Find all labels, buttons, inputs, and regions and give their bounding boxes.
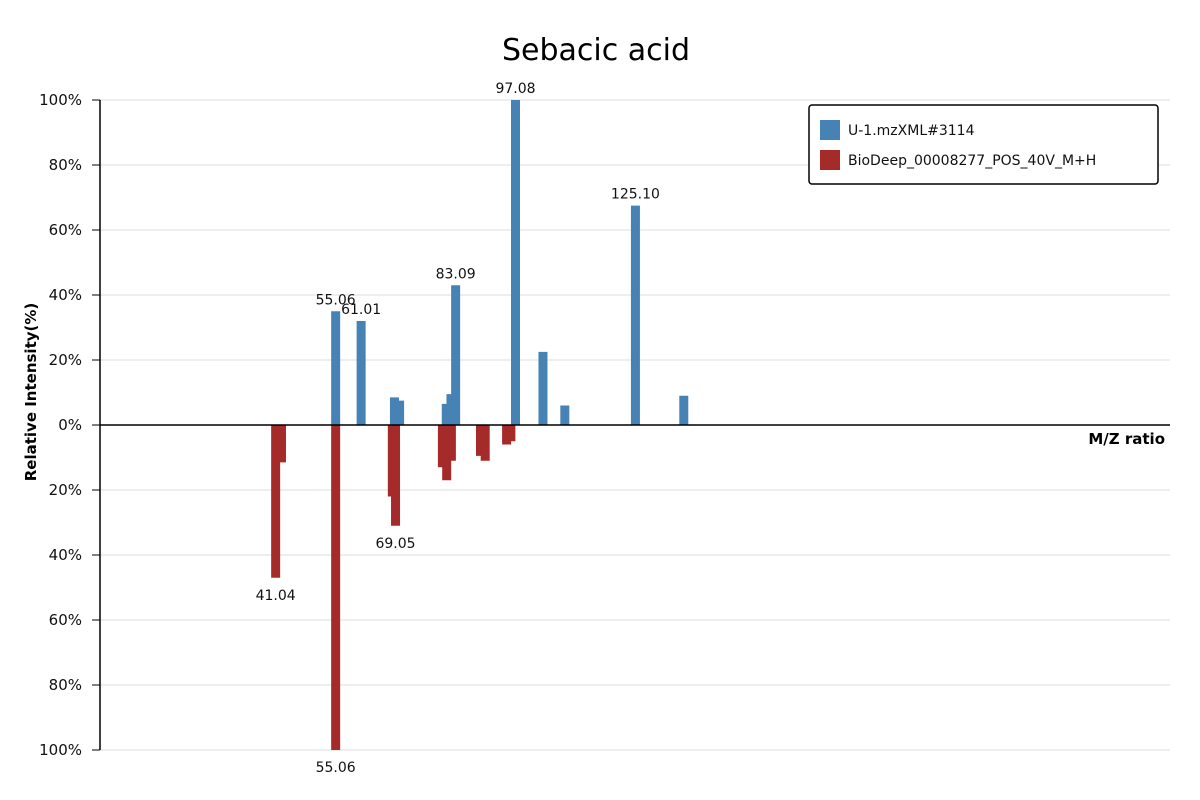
query-peak-label: 55.06 bbox=[316, 292, 356, 308]
query-peak-bar bbox=[389, 397, 399, 425]
reference-peak-bar bbox=[446, 425, 456, 461]
legend-swatch-query bbox=[820, 120, 840, 140]
query-peak-bar bbox=[395, 400, 405, 425]
reference-peak-label: 69.05 bbox=[375, 536, 415, 552]
query-peak-bar bbox=[538, 351, 548, 425]
query-peak-label: 125.10 bbox=[611, 187, 660, 203]
query-peak-bar bbox=[446, 394, 456, 425]
reference-peak-bar bbox=[480, 425, 490, 461]
y-tick-label: 0% bbox=[58, 416, 82, 434]
y-tick-label: 40% bbox=[49, 546, 82, 564]
query-peak-bar bbox=[630, 205, 640, 425]
query-peak-bar bbox=[331, 311, 341, 425]
y-tick-label: 60% bbox=[49, 221, 82, 239]
query-peak-bar bbox=[511, 100, 521, 425]
y-tick-label: 60% bbox=[49, 611, 82, 629]
reference-peak-bar bbox=[276, 425, 286, 463]
reference-peak-label: 55.06 bbox=[316, 760, 356, 776]
reference-peak-bar bbox=[331, 425, 341, 750]
query-peak-label: 83.09 bbox=[436, 266, 476, 282]
query-peak-label: 97.08 bbox=[495, 81, 535, 97]
query-peak-bar bbox=[441, 403, 451, 425]
y-tick-label: 20% bbox=[49, 481, 82, 499]
peak-bars bbox=[271, 100, 689, 750]
y-tick-label: 20% bbox=[49, 351, 82, 369]
query-peak-bar bbox=[679, 395, 689, 425]
query-peak-bar bbox=[560, 405, 570, 425]
reference-peak-bar bbox=[475, 425, 485, 456]
reference-peak-bar bbox=[442, 425, 452, 481]
y-tick-label: 80% bbox=[49, 156, 82, 174]
y-tick-label: 80% bbox=[49, 676, 82, 694]
y-tick-label: 100% bbox=[39, 741, 82, 759]
y-tick-label: 40% bbox=[49, 286, 82, 304]
reference-peak-bar bbox=[391, 425, 401, 526]
legend-label-reference: BioDeep_00008277_POS_40V_M+H bbox=[848, 153, 1096, 169]
y-axis-label: Relative Intensity(%) bbox=[22, 303, 40, 482]
reference-peak-bar bbox=[506, 425, 516, 442]
legend-box bbox=[808, 104, 1159, 185]
query-peak-bar bbox=[356, 321, 366, 425]
query-peak-bar bbox=[451, 285, 461, 425]
chart-title: Sebacic acid bbox=[502, 33, 690, 68]
legend: U-1.mzXML#3114 BioDeep_00008277_POS_40V_… bbox=[808, 104, 1159, 185]
reference-peak-bar bbox=[271, 425, 281, 578]
query-peak-label: 61.01 bbox=[341, 302, 381, 318]
y-tick-label: 100% bbox=[39, 91, 82, 109]
legend-label-query: U-1.mzXML#3114 bbox=[848, 123, 975, 139]
reference-peak-label: 41.04 bbox=[256, 588, 296, 604]
peak-labels: 55.0661.0183.0997.08125.1041.0455.0669.0… bbox=[256, 81, 660, 776]
legend-swatch-reference bbox=[820, 150, 840, 170]
x-axis-label: M/Z ratio bbox=[1088, 430, 1165, 448]
y-tick-labels: 100% 80% 60% 40% 20% 0% 20% 40% 60% 80% 100% bbox=[39, 91, 82, 759]
